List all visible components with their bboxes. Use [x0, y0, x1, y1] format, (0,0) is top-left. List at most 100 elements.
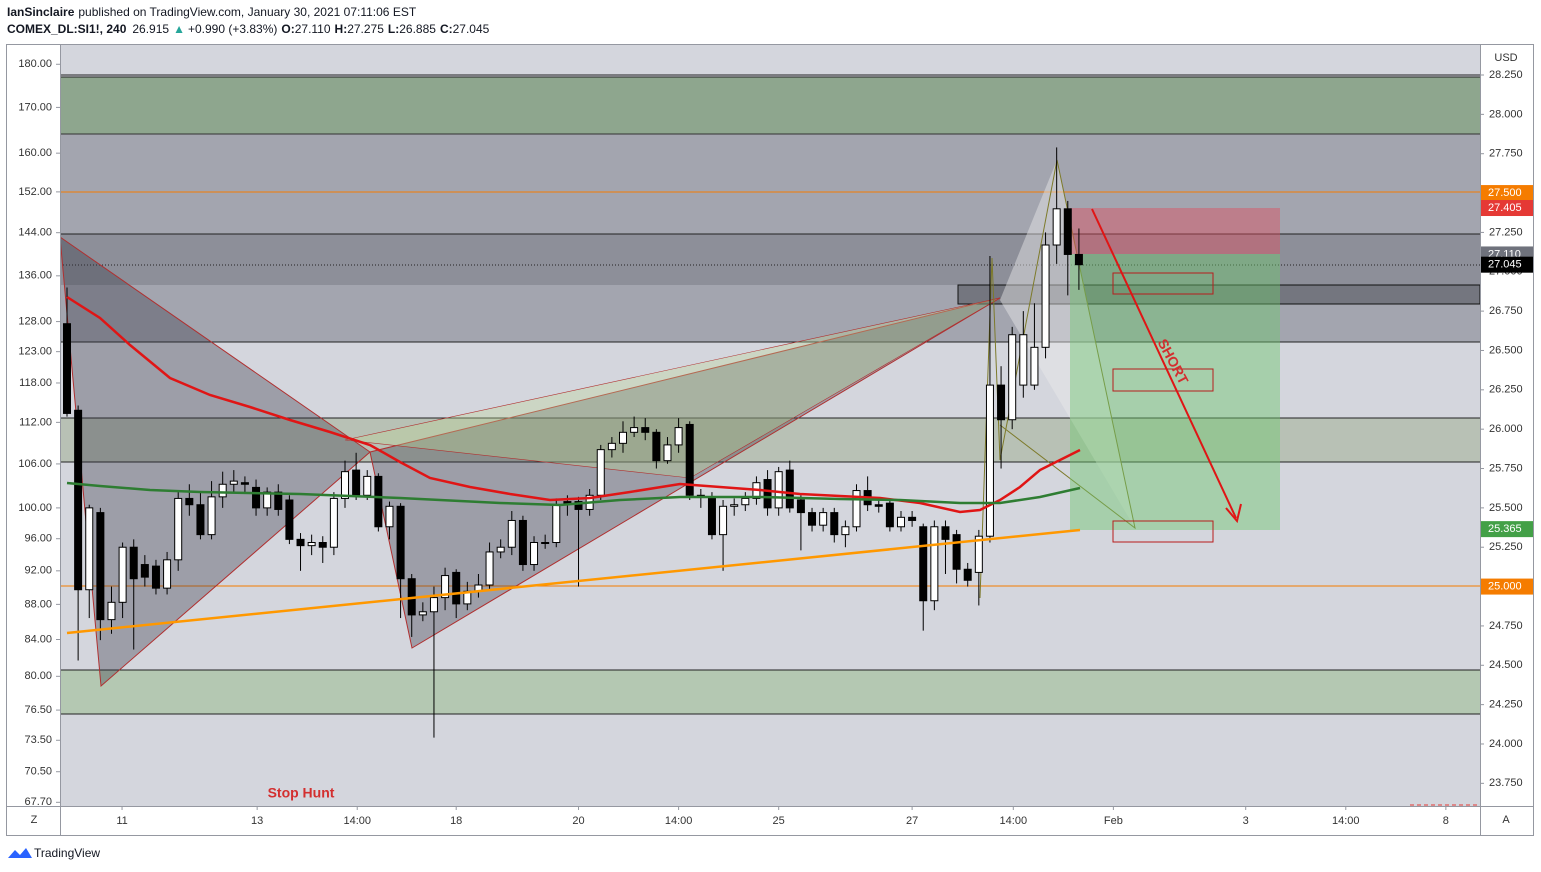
candles — [63, 147, 1083, 738]
candle-body — [618, 431, 627, 444]
axis-unit: USD — [1494, 52, 1517, 64]
candle-body — [485, 551, 494, 586]
y-tick-label: 28.000 — [1489, 108, 1523, 120]
ohlc-label: L: — [388, 22, 399, 36]
candle-body — [252, 486, 261, 509]
y2-tick-label: 84.00 — [24, 633, 52, 645]
brand: TradingView — [34, 846, 100, 860]
candle-body — [930, 526, 939, 602]
candle-body — [207, 496, 216, 536]
moving-average — [66, 481, 1081, 507]
candle-body — [841, 526, 850, 536]
short-arrow — [1091, 208, 1237, 519]
price-label-box — [1481, 578, 1533, 595]
pattern-triangle — [369, 297, 1001, 649]
x-tick-label: 14:00 — [1000, 815, 1028, 827]
candle-body — [1052, 208, 1061, 246]
candle-body — [285, 499, 294, 540]
short-arrow-head — [1225, 503, 1242, 524]
candle-body — [452, 571, 461, 605]
symbol: COMEX_DL:SI1!, 240 — [7, 22, 127, 36]
candle-body — [163, 559, 172, 589]
candle-body — [685, 423, 694, 496]
price-label-box — [1481, 185, 1533, 202]
candle-body — [707, 496, 716, 536]
y-tick-label: 27.250 — [1489, 226, 1523, 238]
candle-body — [774, 471, 783, 509]
pattern-triangle — [344, 297, 1001, 479]
x-tick-label: 14:00 — [1332, 815, 1360, 827]
candle-body — [363, 475, 372, 496]
candle-body — [63, 323, 72, 414]
candle-body — [530, 542, 539, 566]
y-tick-label: 26.000 — [1489, 423, 1523, 435]
candle-body — [107, 601, 116, 621]
ohlc-label: H: — [335, 22, 348, 36]
candle-body — [140, 564, 149, 578]
candle-body — [763, 479, 772, 509]
candle-body — [229, 480, 238, 485]
x-tick-label: 14:00 — [343, 815, 371, 827]
y2-tick-label: 160.00 — [18, 147, 52, 159]
candle-body — [507, 519, 516, 548]
price-label-box — [1481, 256, 1533, 273]
candle-body — [830, 512, 839, 536]
candle-body — [418, 611, 427, 616]
change: +0.990 (+3.83%) — [188, 22, 277, 36]
candle-body — [896, 516, 905, 528]
candle-body — [908, 516, 917, 521]
trend-line — [66, 528, 1081, 635]
change-arrow: ▲ — [173, 22, 185, 36]
candle-body — [652, 431, 661, 462]
y-tick-label: 27.750 — [1489, 148, 1523, 160]
x-tick-label: 18 — [450, 815, 462, 827]
y2-tick-label: 96.00 — [24, 533, 52, 545]
x-tick-label: 25 — [773, 815, 785, 827]
candle-body — [1019, 334, 1028, 386]
ohlc-label: C: — [440, 22, 453, 36]
scale-button[interactable]: A — [1502, 814, 1510, 826]
y2-tick-label: 144.00 — [18, 227, 52, 239]
candle-body — [674, 427, 683, 446]
y-tick-label: 25.250 — [1489, 541, 1523, 553]
candle-body — [730, 504, 739, 507]
supply-core-zone — [60, 234, 1480, 285]
y2-tick-label: 92.00 — [24, 565, 52, 577]
candle-body — [885, 502, 894, 528]
author: IanSinclaire — [7, 5, 75, 19]
x-tick-label: 14:00 — [665, 815, 693, 827]
x-tick-label: 3 — [1243, 815, 1249, 827]
candle-body — [874, 504, 883, 507]
candle-body — [151, 565, 160, 589]
candle-body — [96, 512, 105, 621]
x-tick-label: 8 — [1443, 815, 1449, 827]
candle-body — [1008, 334, 1017, 421]
x-tick-label: 13 — [251, 815, 263, 827]
price-label: 25.365 — [1488, 523, 1522, 535]
candle-body — [307, 542, 316, 547]
price-label-box — [1481, 521, 1533, 538]
y2-tick-label: 73.50 — [24, 734, 52, 746]
target-box — [1112, 520, 1214, 543]
axes: 28.25028.00027.75027.50027.25027.00026.7… — [18, 58, 1533, 827]
candle-body — [630, 427, 639, 433]
candle-body — [919, 526, 928, 602]
pattern-triangle — [1000, 160, 1135, 528]
y2-tick-label: 80.00 — [24, 670, 52, 682]
scale-button[interactable]: Z — [31, 814, 38, 826]
candle-body — [374, 475, 383, 528]
candle-body — [1063, 208, 1072, 255]
target-box — [1112, 368, 1214, 392]
y2-tick-label: 67.70 — [24, 796, 52, 808]
candle-body — [329, 497, 338, 548]
target-box — [1112, 272, 1214, 295]
candle-body — [352, 469, 361, 496]
candle-body — [785, 469, 794, 509]
y2-tick-label: 170.00 — [18, 101, 52, 113]
candle-body — [85, 507, 94, 591]
y-tick-label: 26.750 — [1489, 305, 1523, 317]
y2-tick-label: 118.00 — [19, 377, 52, 389]
y-tick-label: 25.500 — [1489, 502, 1523, 514]
candle-body — [663, 444, 672, 462]
